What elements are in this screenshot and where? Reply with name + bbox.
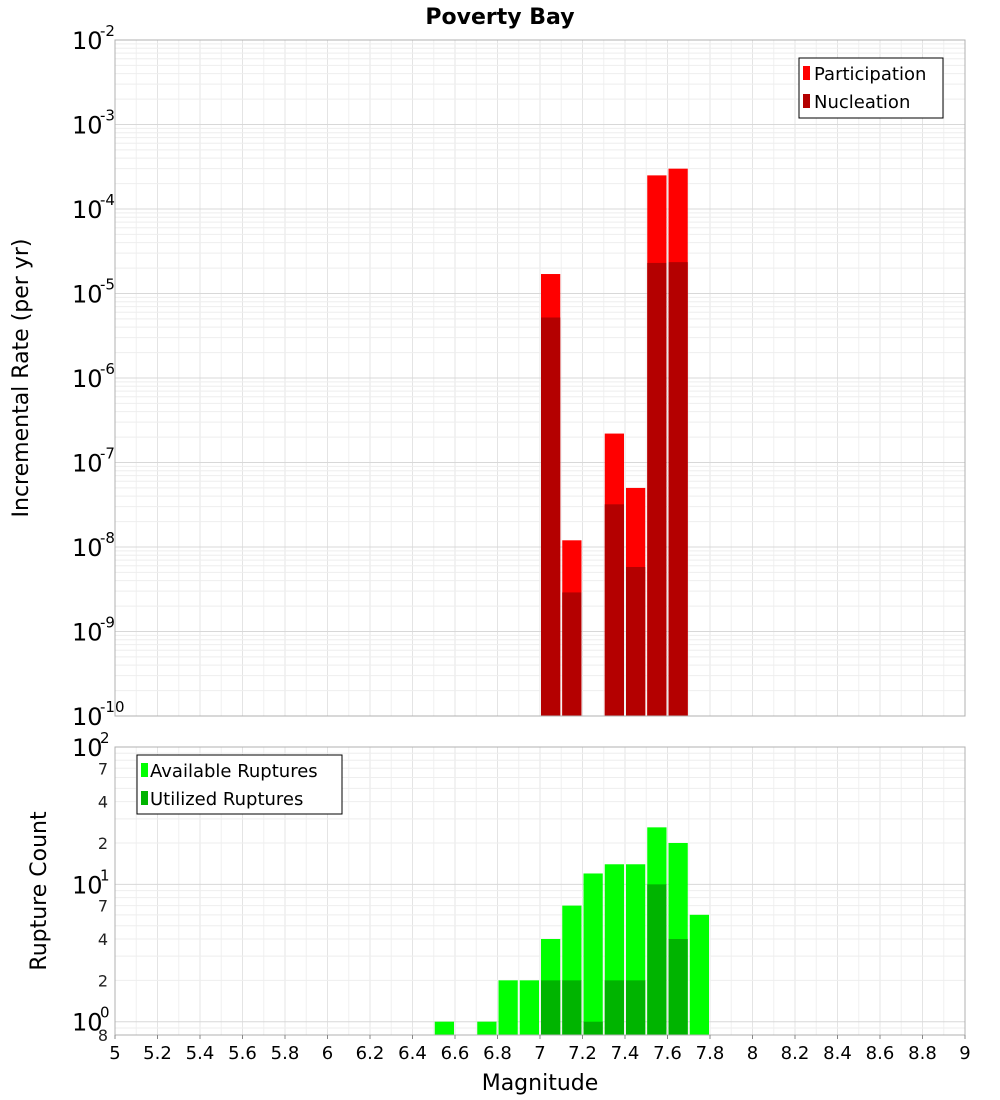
count-bar-utilized-ruptures <box>647 884 667 1035</box>
x-tick-label: 6.8 <box>483 1043 512 1064</box>
rate-y-tick-label: 10 <box>72 619 103 647</box>
count-y-minor-tick-label: 4 <box>98 930 108 949</box>
legend-available-ruptures: Available Ruptures <box>150 761 318 782</box>
count-y-minor-tick-label: 7 <box>98 897 108 916</box>
count-bar-utilized-ruptures <box>626 980 646 1035</box>
count-y-tick-label: 10 <box>72 1009 103 1037</box>
participation-swatch <box>803 66 810 80</box>
count-bar-utilized-ruptures <box>668 939 688 1035</box>
x-tick-label: 8.6 <box>866 1043 895 1064</box>
x-tick-label: 5.8 <box>271 1043 300 1064</box>
count-bar-available-ruptures <box>583 873 603 1035</box>
rate-y-tick-label: 10 <box>72 703 103 731</box>
x-tick-label: 5 <box>109 1043 120 1064</box>
rate-bar-nucleation <box>668 262 688 716</box>
rate-bar-nucleation <box>562 592 582 716</box>
x-tick-label: 8 <box>747 1043 758 1064</box>
rate-bars <box>541 168 688 717</box>
count-y-minor-tick-label: 2 <box>98 834 108 853</box>
rate-panel: 10-210-310-410-510-610-710-810-910-10 In… <box>9 22 966 731</box>
x-tick-label: 5.4 <box>186 1043 215 1064</box>
x-tick-label: 6.4 <box>398 1043 427 1064</box>
count-legend-box <box>136 754 343 815</box>
rate-y-tick-label: 10 <box>72 365 103 393</box>
count-bar-available-ruptures <box>434 1021 454 1035</box>
count-bar-available-ruptures <box>519 980 539 1035</box>
rate-bar-nucleation <box>626 566 646 716</box>
rate-y-ticks: 10-210-310-410-510-610-710-810-910-10 <box>72 22 125 731</box>
count-legend: Available Ruptures Utilized Ruptures <box>136 754 343 815</box>
x-tick-label: 8.8 <box>908 1043 937 1064</box>
count-bar-utilized-ruptures <box>604 980 624 1035</box>
x-tick-label: 7.8 <box>696 1043 725 1064</box>
count-bar-utilized-ruptures <box>562 980 582 1035</box>
legend-utilized-ruptures: Utilized Ruptures <box>150 789 303 810</box>
rate-y-tick-exponent: -8 <box>100 529 115 547</box>
rate-gridlines <box>114 40 966 717</box>
rate-bar-nucleation <box>647 262 667 716</box>
available-swatch <box>141 763 148 777</box>
count-x-ticks: 5 5.2 5.4 5.6 5.8 6 6.2 6.4 6.6 6.8 7 7.2 7.4 7.6 7.8 8… <box>109 1035 971 1064</box>
x-tick-label: 7.4 <box>611 1043 640 1064</box>
x-axis-label: Magnitude <box>482 1071 599 1096</box>
rate-y-tick-exponent: -4 <box>100 191 115 209</box>
count-y-tick-label: 10 <box>72 871 103 899</box>
rate-y-tick-exponent: -9 <box>100 614 115 632</box>
count-bars <box>434 827 709 1035</box>
chart-title: Poverty Bay <box>425 5 574 30</box>
x-tick-label: 8.4 <box>823 1043 852 1064</box>
count-bar-utilized-ruptures <box>541 980 561 1035</box>
x-tick-label: 7 <box>534 1043 545 1064</box>
rate-plot-border <box>114 39 966 717</box>
count-bar-available-ruptures <box>498 980 518 1035</box>
count-y-minor-tick-label: 7 <box>98 759 108 778</box>
count-y-axis-label: Rupture Count <box>27 811 52 971</box>
x-tick-label: 5.6 <box>228 1043 257 1064</box>
legend-nucleation: Nucleation <box>814 92 910 113</box>
count-y-minor-tick-label: 4 <box>98 793 108 812</box>
rate-bar-nucleation <box>541 317 561 716</box>
count-bar-available-ruptures <box>689 914 709 1035</box>
rate-y-tick-exponent: -2 <box>100 22 115 40</box>
x-tick-label: 7.2 <box>568 1043 597 1064</box>
x-tick-label: 6.6 <box>441 1043 470 1064</box>
x-tick-label: 9 <box>959 1043 970 1064</box>
x-tick-label: 6 <box>322 1043 333 1064</box>
count-bar-utilized-ruptures <box>583 1021 603 1035</box>
rate-y-tick-exponent: -5 <box>100 276 115 294</box>
rate-y-tick-label: 10 <box>72 112 103 140</box>
count-y-tick-exponent: 0 <box>100 1004 110 1022</box>
legend-participation: Participation <box>814 64 926 85</box>
count-y-minor-tick-label: 8 <box>98 1026 108 1045</box>
x-tick-label: 6.2 <box>356 1043 385 1064</box>
rate-y-tick-exponent: -6 <box>100 360 115 378</box>
count-bar-available-ruptures <box>477 1021 497 1035</box>
count-y-tick-label: 10 <box>72 734 103 762</box>
rate-y-tick-label: 10 <box>72 534 103 562</box>
count-y-tick-exponent: 2 <box>100 729 110 747</box>
count-y-tick-exponent: 1 <box>100 866 110 884</box>
x-tick-label: 8.2 <box>781 1043 810 1064</box>
x-tick-label: 7.6 <box>653 1043 682 1064</box>
rate-y-tick-label: 10 <box>72 281 103 309</box>
count-y-minor-tick-label: 2 <box>98 971 108 990</box>
rate-y-tick-label: 10 <box>72 450 103 478</box>
rate-y-tick-label: 10 <box>72 27 103 55</box>
rate-y-tick-exponent: -3 <box>100 107 115 125</box>
rate-y-tick-exponent: -10 <box>100 698 125 716</box>
rate-legend: Participation Nucleation <box>798 57 944 119</box>
nucleation-swatch <box>803 94 810 108</box>
rate-y-tick-exponent: -7 <box>100 445 115 463</box>
rate-legend-box <box>798 57 944 119</box>
rate-bar-nucleation <box>604 504 624 716</box>
x-tick-label: 5.2 <box>143 1043 172 1064</box>
rate-y-axis-label: Incremental Rate (per yr) <box>9 239 34 518</box>
utilized-swatch <box>141 791 148 805</box>
rate-y-tick-label: 10 <box>72 196 103 224</box>
